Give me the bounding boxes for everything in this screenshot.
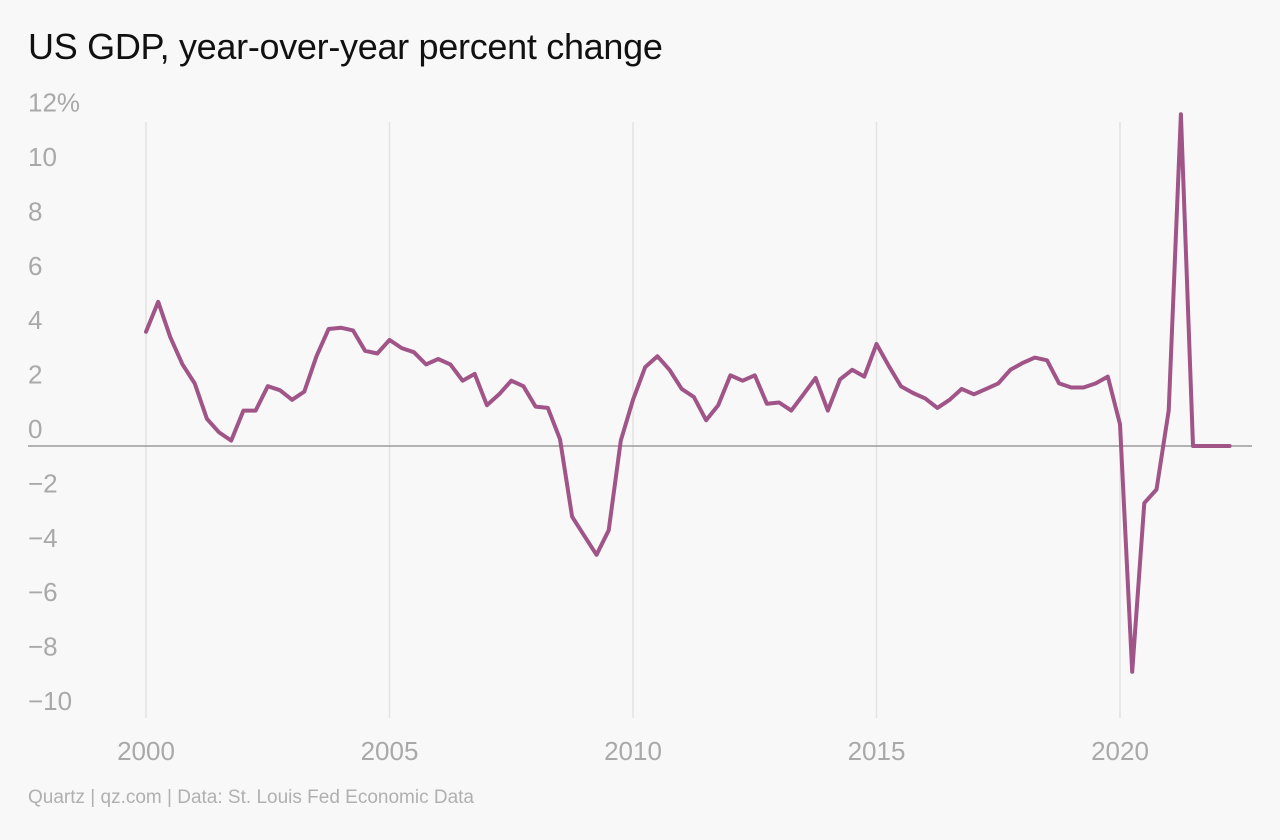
chart-title: US GDP, year-over-year percent change [28, 26, 663, 67]
y-tick-label: 10 [28, 142, 57, 172]
x-tick-label: 2020 [1091, 736, 1149, 766]
y-tick-label: 4 [28, 305, 42, 335]
y-tick-label: 8 [28, 196, 42, 226]
y-tick-label: 0 [28, 414, 42, 444]
x-tick-label: 2015 [848, 736, 906, 766]
x-tick-label: 2010 [604, 736, 662, 766]
y-tick-label: −4 [28, 523, 58, 553]
y-tick-label: 6 [28, 251, 42, 281]
y-tick-label: 12% [28, 88, 80, 118]
y-tick-label: −6 [28, 577, 58, 607]
x-tick-label: 2005 [361, 736, 419, 766]
gridlines [145, 122, 1121, 718]
y-tick-label: −10 [28, 686, 72, 716]
y-tick-label: −2 [28, 468, 58, 498]
y-tick-label: −8 [28, 632, 58, 662]
x-tick-label: 2000 [117, 736, 175, 766]
source-credit: Quartz | qz.com | Data: St. Louis Fed Ec… [28, 787, 474, 808]
x-axis-ticks: 2000 2005 2010 2015 2020 [117, 736, 1149, 766]
y-axis-ticks: 12% 10 8 6 4 2 0 −2 −4 −6 −8 −10 [28, 88, 80, 716]
gdp-series-line [144, 112, 1232, 674]
y-tick-label: 2 [28, 360, 42, 390]
